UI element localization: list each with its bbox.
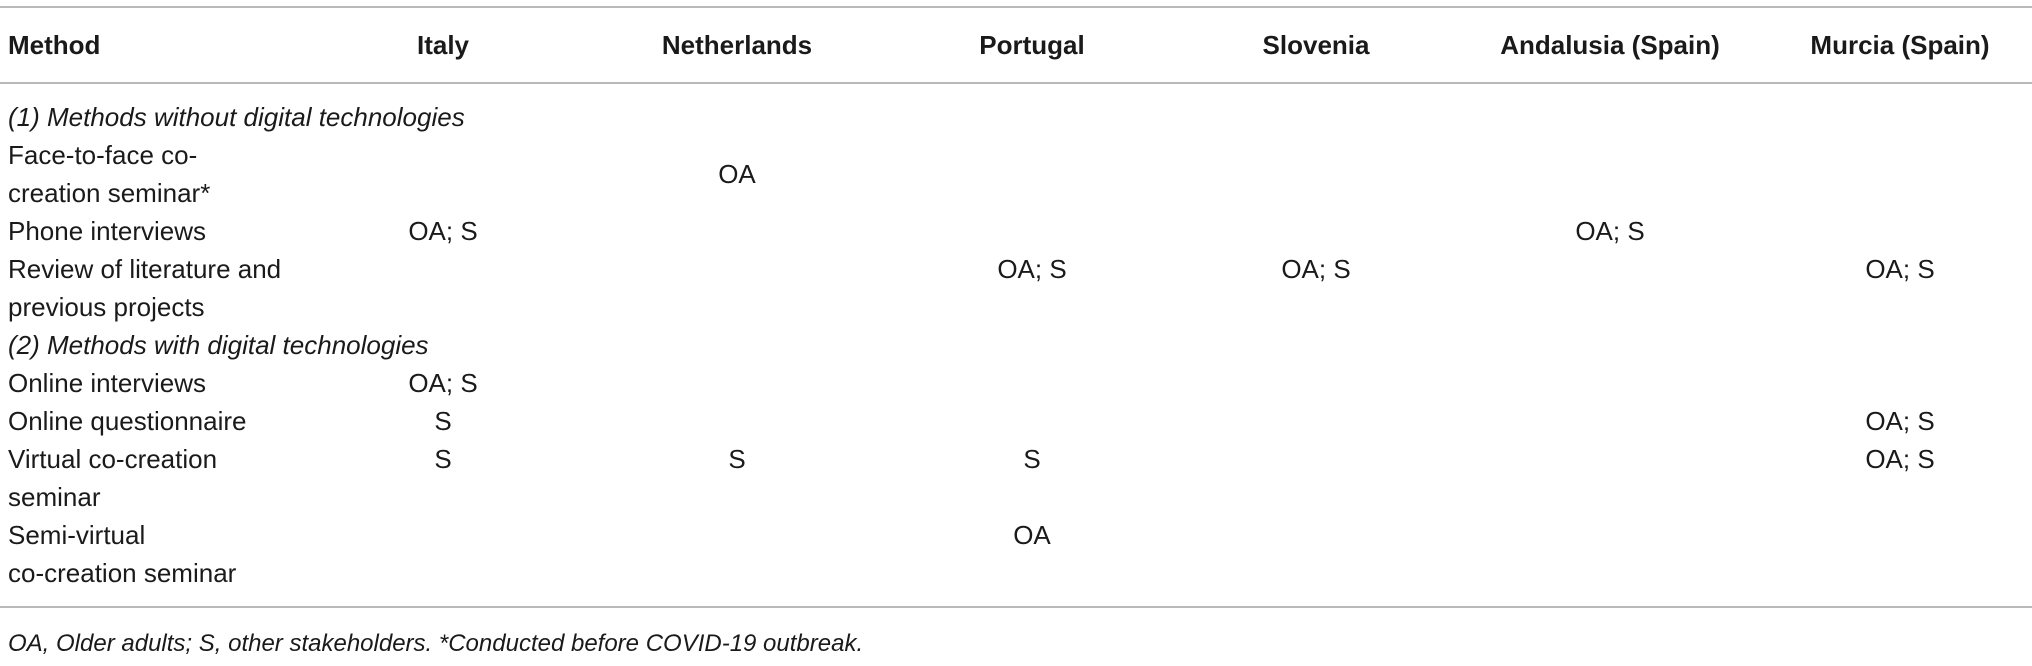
cell-netherlands: [590, 516, 884, 592]
table-row: Virtual co-creation seminar S S S OA; S: [0, 440, 2032, 516]
method-line: Face-to-face co-: [8, 140, 198, 170]
cell-andalusia: OA; S: [1575, 216, 1645, 246]
cell-andalusia: [1452, 136, 1768, 212]
cell-portugal: [884, 212, 1180, 250]
header-andalusia: Andalusia (Spain): [1452, 6, 1768, 84]
cell-portugal: OA; S: [997, 254, 1067, 284]
cell-murcia: [1768, 364, 2032, 402]
cell-portugal: S: [1023, 444, 1041, 474]
cell-netherlands: [590, 402, 884, 440]
cell-murcia: OA; S: [1865, 254, 1935, 284]
cell-andalusia: [1452, 516, 1768, 592]
cell-andalusia: [1452, 402, 1768, 440]
cell-murcia: [1768, 136, 2032, 212]
cell-italy: S: [434, 444, 452, 474]
cell-portugal: [884, 402, 1180, 440]
table-row: Phone interviews OA; S OA; S: [0, 212, 2032, 250]
cell-italy: [296, 136, 590, 212]
method-cell: Phone interviews: [0, 212, 296, 250]
header-portugal: Portugal: [884, 6, 1180, 84]
table-row: Face-to-face co- creation seminar* OA: [0, 136, 2032, 212]
cell-portugal: OA: [1013, 520, 1051, 550]
method-cell: Review of literature and previous projec…: [0, 250, 296, 326]
section-row: (1) Methods without digital technologies: [0, 98, 2032, 136]
cell-portugal: [884, 364, 1180, 402]
cell-slovenia: [1180, 516, 1452, 592]
cell-netherlands: OA: [718, 159, 756, 189]
methods-table-container: Method Italy Netherlands Portugal Sloven…: [0, 6, 2032, 608]
cell-murcia: [1768, 212, 2032, 250]
cell-portugal: [884, 136, 1180, 212]
cell-slovenia: [1180, 136, 1452, 212]
cell-italy: S: [434, 406, 452, 436]
header-murcia: Murcia (Spain): [1768, 6, 2032, 84]
cell-murcia: OA; S: [1865, 444, 1935, 474]
cell-italy: [296, 516, 590, 592]
spacer-row: [0, 83, 2032, 98]
table-row: Online interviews OA; S: [0, 364, 2032, 402]
cell-murcia: [1768, 516, 2032, 592]
method-line: creation seminar*: [8, 178, 211, 208]
cell-slovenia: [1180, 440, 1452, 516]
method-line: Phone interviews: [8, 216, 206, 246]
cell-netherlands: [590, 212, 884, 250]
method-cell: Face-to-face co- creation seminar*: [0, 136, 296, 212]
cell-slovenia: [1180, 364, 1452, 402]
method-cell: Online questionnaire: [0, 402, 296, 440]
cell-slovenia: [1180, 402, 1452, 440]
method-cell: Online interviews: [0, 364, 296, 402]
cell-netherlands: S: [728, 444, 746, 474]
cell-netherlands: [590, 364, 884, 402]
cell-italy: [296, 250, 590, 326]
spacer-row: [0, 592, 2032, 608]
cell-italy: OA; S: [408, 216, 478, 246]
methods-table: Method Italy Netherlands Portugal Sloven…: [0, 6, 2032, 608]
cell-andalusia: [1452, 250, 1768, 326]
table-row: Review of literature and previous projec…: [0, 250, 2032, 326]
table-row: Online questionnaire S OA; S: [0, 402, 2032, 440]
header-slovenia: Slovenia: [1180, 6, 1452, 84]
method-line: Online interviews: [8, 368, 206, 398]
table-row: Semi-virtual co-creation seminar OA: [0, 516, 2032, 592]
section-title: (1) Methods without digital technologies: [8, 102, 465, 132]
cell-andalusia: [1452, 440, 1768, 516]
cell-andalusia: [1452, 364, 1768, 402]
cell-slovenia: OA; S: [1281, 254, 1351, 284]
cell-italy: OA; S: [408, 368, 478, 398]
method-line: Virtual co-creation: [8, 444, 218, 474]
method-line: Online questionnaire: [8, 406, 247, 436]
method-line: seminar: [8, 482, 101, 512]
cell-netherlands: [590, 250, 884, 326]
header-italy: Italy: [296, 6, 590, 84]
header-method: Method: [0, 6, 296, 84]
cell-slovenia: [1180, 212, 1452, 250]
method-cell: Semi-virtual co-creation seminar: [0, 516, 296, 592]
method-line: co-creation seminar: [8, 558, 237, 588]
table-footnote: OA, Older adults; S, other stakeholders.…: [8, 630, 864, 657]
method-line: previous projects: [8, 292, 205, 322]
method-line: Semi-virtual: [8, 520, 146, 550]
section-title: (2) Methods with digital technologies: [8, 330, 429, 360]
method-line: Review of literature and: [8, 254, 282, 284]
header-netherlands: Netherlands: [590, 6, 884, 84]
section-row: (2) Methods with digital technologies: [0, 326, 2032, 364]
cell-murcia: OA; S: [1865, 406, 1935, 436]
table-header-row: Method Italy Netherlands Portugal Sloven…: [0, 6, 2032, 84]
method-cell: Virtual co-creation seminar: [0, 440, 296, 516]
